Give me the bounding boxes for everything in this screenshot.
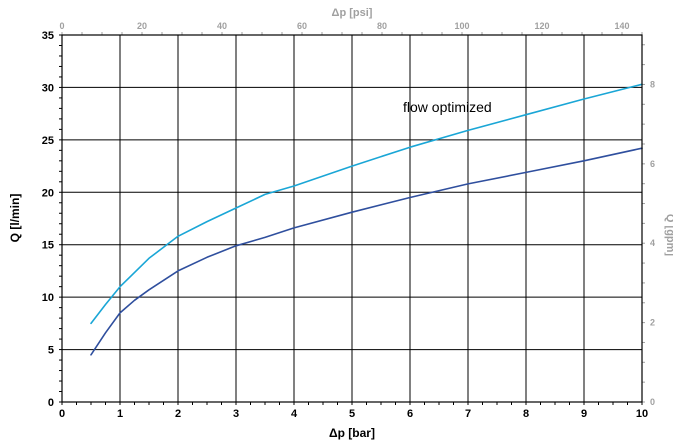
plot-frame (61, 34, 643, 403)
y-tick-label: 0 (48, 397, 54, 409)
x-axis-label: Δp [bar] (329, 426, 375, 440)
y-tick-label: 25 (42, 135, 54, 147)
series-layer (90, 83, 643, 356)
x-tick-label: 2 (175, 408, 181, 420)
y-tick-label: 15 (42, 240, 54, 252)
x2-tick-label: 120 (534, 21, 549, 31)
x-tick-label: 10 (636, 408, 648, 420)
x2-tick-label: 20 (137, 21, 147, 31)
y-tick-label: 5 (48, 345, 54, 357)
x-tick-label: 9 (581, 408, 587, 420)
x2-axis-label: Δp [psi] (332, 7, 373, 19)
y2-tick-label: 2 (650, 318, 655, 328)
grid (62, 35, 642, 402)
flow-optimized-annotation: flow optimized (403, 99, 492, 115)
y2-tick-label: 4 (650, 238, 655, 248)
y-tick-label: 10 (42, 292, 54, 304)
x-tick-label: 1 (117, 408, 123, 420)
y-tick-label: 35 (42, 30, 54, 42)
x2-tick-label: 100 (454, 21, 469, 31)
x2-tick-label: 140 (614, 21, 629, 31)
y2-tick-label: 0 (650, 397, 655, 407)
x-tick-label: 6 (407, 408, 413, 420)
x-tick-label: 0 (59, 408, 65, 420)
y-tick-label: 20 (42, 187, 54, 199)
x-tick-label: 3 (233, 408, 239, 420)
series-line-2 (90, 147, 643, 356)
y2-tick-label: 6 (650, 159, 655, 169)
y-axis-label: Q [l/min] (8, 194, 22, 243)
y2-axis-label: Q [gpm] (664, 214, 673, 256)
x-tick-label: 8 (523, 408, 529, 420)
x-tick-label: 7 (465, 408, 471, 420)
x-tick-label: 5 (349, 408, 355, 420)
y2-tick-label: 8 (650, 79, 655, 89)
x2-tick-label: 80 (377, 21, 387, 31)
x2-tick-label: 40 (217, 21, 227, 31)
x2-tick-label: 60 (297, 21, 307, 31)
x-tick-label: 4 (291, 408, 298, 420)
x2-tick-label: 0 (59, 21, 64, 31)
y-tick-label: 30 (42, 82, 54, 94)
series-line-1 (90, 83, 643, 325)
